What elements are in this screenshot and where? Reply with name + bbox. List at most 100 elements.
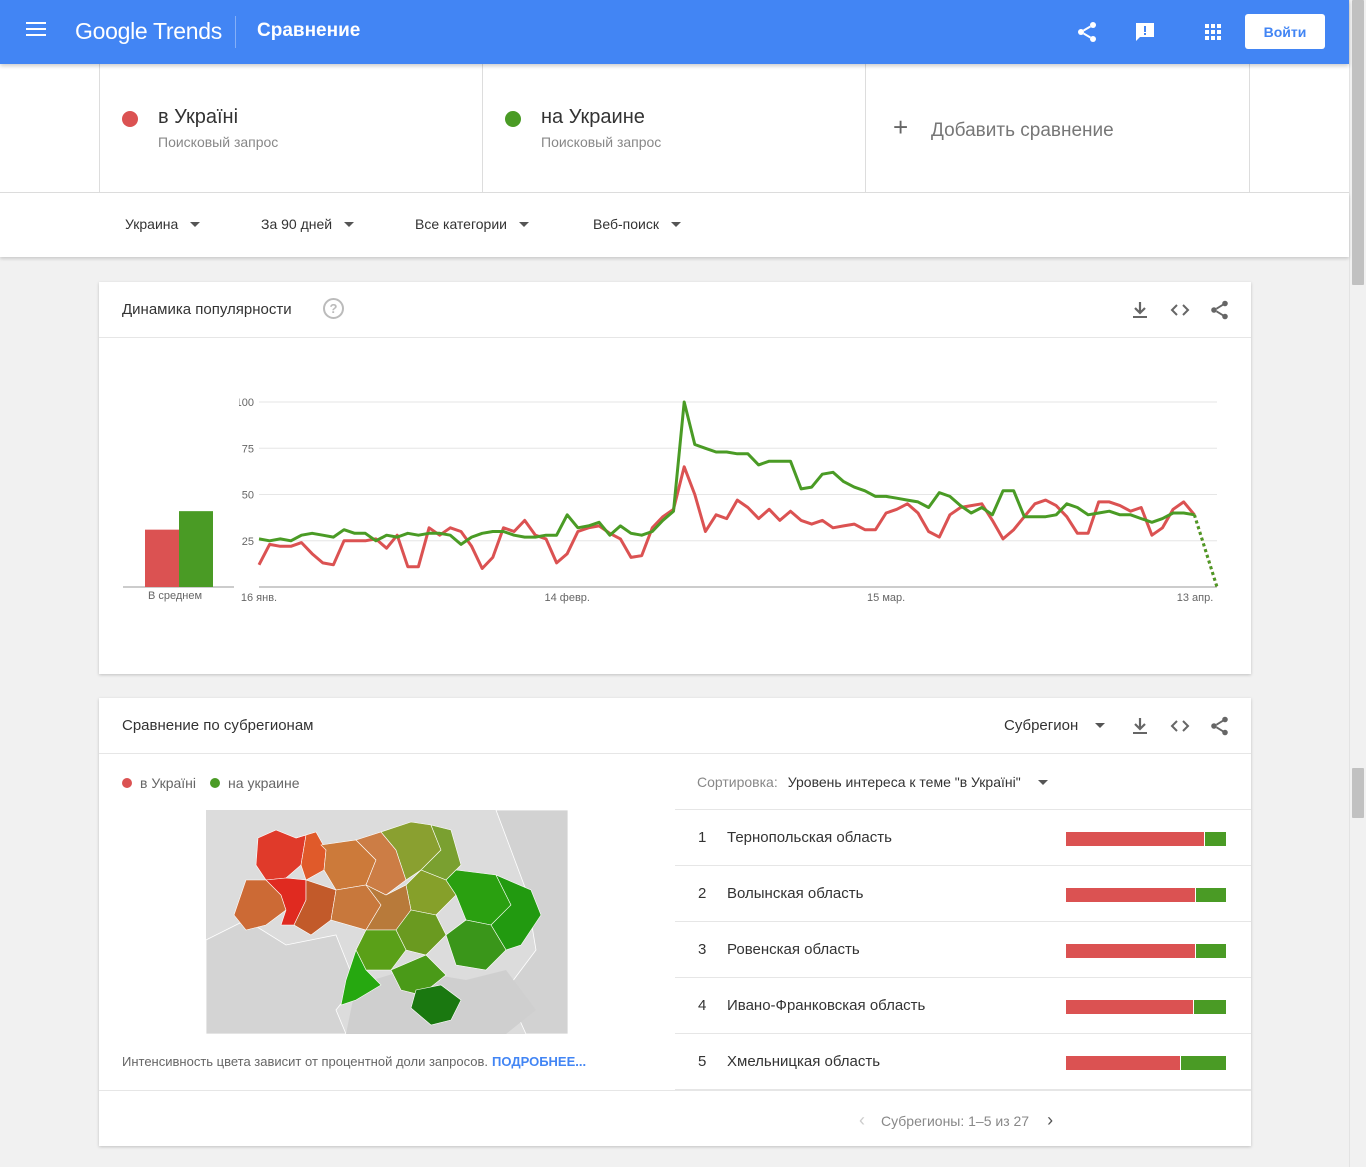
region-name: Хмельницкая область (727, 1053, 881, 1070)
average-bar (179, 511, 213, 587)
divider (99, 1090, 1251, 1091)
bar-segment-term-1 (1066, 888, 1195, 902)
region-row[interactable]: 4 Ивано-Франковская область (675, 978, 1251, 1034)
download-icon[interactable] (1129, 299, 1151, 321)
region-filter[interactable]: Украина (125, 216, 201, 232)
card-title: Сравнение по субрегионам (122, 717, 314, 734)
bar-segment-term-2 (1196, 888, 1226, 902)
term-type: Поисковый запрос (541, 134, 662, 150)
term-type: Поисковый запрос (158, 134, 279, 150)
x-tick-label: 15 мар. (867, 592, 905, 604)
header-divider (235, 16, 236, 48)
region-name: Ивано-Франковская область (727, 997, 926, 1014)
scrollbar-thumb[interactable] (1352, 768, 1364, 818)
region-row[interactable]: 3 Ровенская область (675, 922, 1251, 978)
legend-dot (122, 778, 132, 788)
series-line-1[interactable] (257, 465, 1196, 570)
bar-segment-term-1 (1066, 944, 1195, 958)
term-color-dot (122, 111, 138, 127)
google-trends-logo[interactable]: Google Trends (75, 18, 222, 44)
region-level-dropdown[interactable]: Субрегион (1004, 717, 1106, 734)
category-filter-label: Все категории (415, 216, 507, 232)
learn-more-link[interactable]: ПОДРОБНЕЕ... (492, 1054, 587, 1069)
region-pagination: ‹ Субрегионы: 1–5 из 27 › (859, 1110, 1053, 1131)
ukraine-region-map[interactable] (205, 809, 569, 1035)
plus-icon: + (893, 112, 909, 142)
bar-segment-term-1 (1066, 832, 1204, 846)
region-row[interactable]: 1 Тернопольская область (675, 810, 1251, 866)
bar-segment-term-2 (1181, 1056, 1226, 1070)
caret-down-icon (1037, 779, 1048, 785)
bar-segment-term-1 (1066, 1000, 1193, 1014)
region-rank: 1 (698, 829, 707, 846)
region-rank: 3 (698, 941, 707, 958)
y-tick-label: 25 (242, 536, 254, 548)
map-legend: в Україні на украине (122, 775, 299, 791)
term-name[interactable]: на Украине (541, 106, 645, 128)
search-type-filter-label: Веб-поиск (593, 216, 659, 232)
category-filter[interactable]: Все категории (415, 216, 529, 232)
series-partial-segment-2 (1192, 514, 1219, 588)
region-comparison-card: Сравнение по субрегионам Субрегион в Укр… (99, 698, 1251, 1146)
caret-down-icon (190, 221, 201, 227)
legend-dot (210, 778, 221, 788)
download-icon[interactable] (1129, 715, 1151, 737)
region-name: Ровенская область (727, 941, 860, 958)
login-button[interactable]: Войти (1245, 14, 1325, 49)
region-name: Волынская область (727, 885, 864, 902)
card-title: Динамика популярности (122, 301, 292, 318)
sort-label: Сортировка: (697, 774, 778, 790)
legend-item: в Україні (140, 775, 197, 791)
term-card-2[interactable]: на Украине Поисковый запрос (482, 64, 866, 193)
help-icon[interactable]: ? (323, 298, 344, 319)
add-comparison-button[interactable]: + Добавить сравнение (865, 64, 1250, 193)
divider (675, 809, 1251, 810)
x-tick-label: 14 февр. (545, 592, 590, 604)
region-share-bar (1066, 944, 1226, 958)
caret-down-icon (518, 221, 529, 227)
average-bar (145, 529, 179, 587)
x-tick-label: 13 апр. (1177, 592, 1214, 604)
chevron-right-icon[interactable]: › (1047, 1110, 1054, 1130)
bar-segment-term-2 (1205, 832, 1226, 846)
card-header: Динамика популярности ? (99, 282, 1251, 338)
interest-over-time-card: Динамика популярности ? В среднем 25 50 75… (99, 282, 1251, 674)
page-scrollbar[interactable] (1349, 0, 1366, 1167)
bar-segment-term-1 (1066, 1056, 1180, 1070)
caret-down-icon (344, 221, 355, 227)
region-level-label: Субрегион (1004, 717, 1079, 734)
menu-icon[interactable] (26, 22, 46, 42)
series-line-2[interactable] (258, 400, 1195, 546)
period-filter-label: За 90 дней (261, 216, 333, 232)
region-rank: 4 (698, 997, 707, 1014)
region-rank: 5 (698, 1053, 707, 1070)
region-rank: 2 (698, 885, 707, 902)
map-note-text: Интенсивность цвета зависит от процентно… (122, 1054, 489, 1069)
share-icon[interactable] (1209, 715, 1231, 737)
chevron-left-icon[interactable]: ‹ (859, 1110, 865, 1130)
share-icon[interactable] (1075, 20, 1099, 44)
share-icon[interactable] (1209, 299, 1231, 321)
embed-icon[interactable] (1169, 715, 1191, 737)
region-row[interactable]: 2 Волынская область (675, 866, 1251, 922)
region-share-bar (1066, 1000, 1226, 1014)
feedback-icon[interactable] (1133, 20, 1157, 44)
term-name[interactable]: в Україні (158, 106, 239, 128)
region-name: Тернопольская область (727, 829, 892, 846)
sort-control[interactable]: Сортировка: Уровень интереса к теме "в У… (697, 774, 1048, 790)
sort-value[interactable]: Уровень интереса к теме "в Україні" (787, 774, 1021, 790)
interest-line-chart: 25 50 75 100 16 янв. 14 февр. 15 мар. 13 апр. (239, 397, 1219, 604)
apps-icon[interactable] (1201, 20, 1225, 44)
region-share-bar (1066, 832, 1226, 846)
card-header: Сравнение по субрегионам Субрегион (99, 698, 1251, 754)
search-type-filter[interactable]: Веб-поиск (593, 216, 681, 232)
scrollbar-thumb[interactable] (1352, 0, 1364, 285)
search-terms-bar: в Україні Поисковый запрос на Украине По… (0, 64, 1349, 193)
average-bar-chart (123, 511, 234, 588)
add-comparison-label: Добавить сравнение (931, 120, 1114, 141)
y-tick-label: 100 (239, 397, 254, 409)
embed-icon[interactable] (1169, 299, 1191, 321)
period-filter[interactable]: За 90 дней (261, 216, 355, 232)
term-card-1[interactable]: в Україні Поисковый запрос (99, 64, 483, 193)
region-row[interactable]: 5 Хмельницкая область (675, 1034, 1251, 1090)
